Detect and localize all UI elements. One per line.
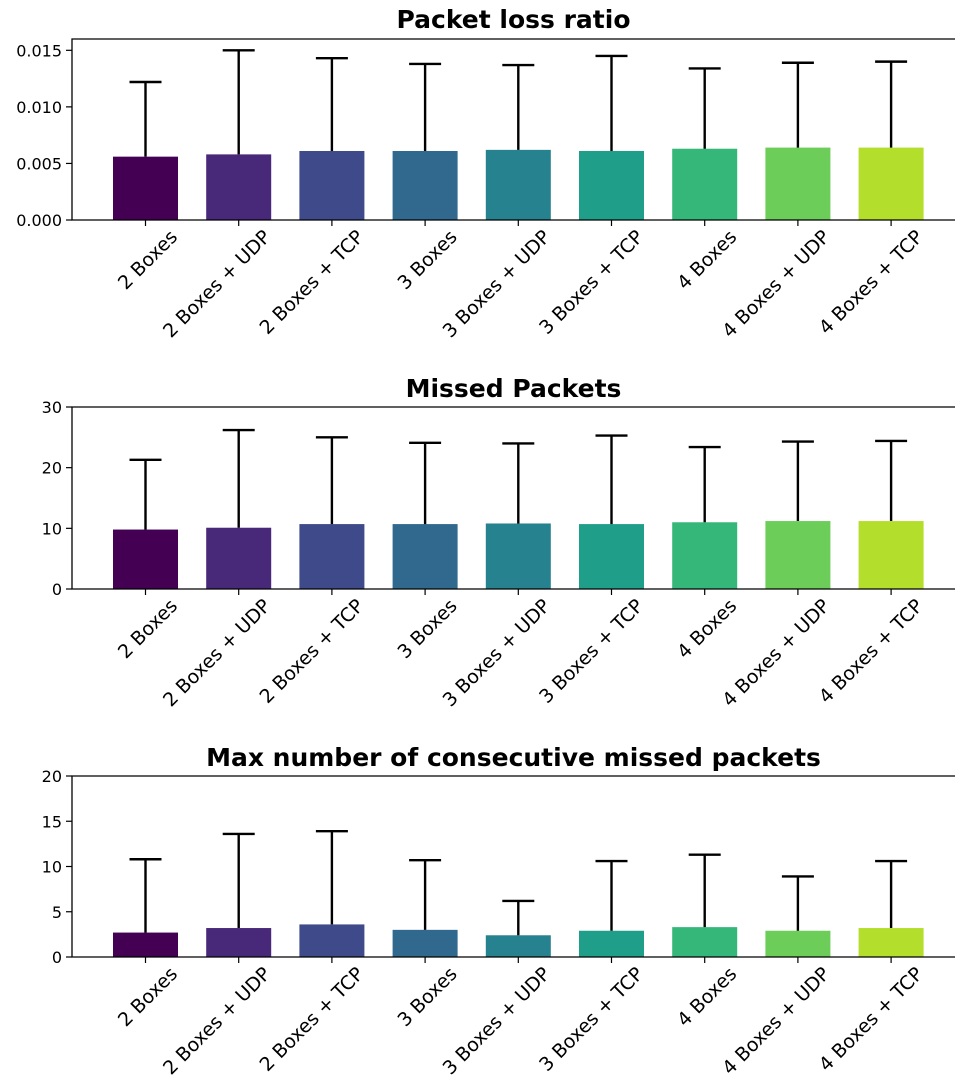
y-tick-label: 0 — [52, 580, 62, 599]
axes-frame — [71, 38, 955, 221]
y-tick-label: 20 — [42, 459, 62, 478]
bar — [299, 924, 365, 957]
bar — [485, 149, 551, 220]
bar — [672, 927, 738, 957]
y-tick-label: 10 — [42, 519, 62, 538]
bar — [113, 156, 178, 220]
bar — [765, 521, 831, 589]
bar — [206, 154, 272, 220]
x-tick-label: 2 Boxes — [114, 963, 182, 1031]
axes-frame — [71, 406, 955, 590]
bar — [485, 935, 551, 957]
y-tick-label: 5 — [52, 903, 62, 922]
chart-title: Missed Packets — [406, 374, 622, 403]
bar — [765, 147, 831, 220]
bar — [858, 147, 924, 220]
bar — [113, 932, 178, 957]
bar — [765, 930, 831, 957]
x-tick-label: 2 Boxes — [114, 226, 182, 294]
bar — [672, 148, 738, 220]
y-tick-label: 30 — [42, 398, 62, 417]
bar — [392, 150, 458, 220]
y-tick-label: 15 — [42, 812, 62, 831]
bar — [206, 928, 272, 957]
x-tick-label: 2 Boxes — [114, 595, 182, 663]
x-tick-label: 3 Boxes — [393, 963, 461, 1031]
bar — [206, 527, 272, 589]
bar — [579, 524, 644, 589]
chart-panel-1: Packet loss ratio 0.000 0.005 0.010 0.015 2 B… — [16, 5, 955, 342]
bar — [485, 523, 551, 589]
bar — [858, 521, 924, 589]
chart-title: Max number of consecutive missed packets — [206, 743, 821, 772]
y-tick-label: 0.010 — [16, 98, 62, 117]
y-tick-label: 0.015 — [16, 41, 62, 60]
y-tick-label: 0.005 — [16, 154, 62, 173]
bar — [579, 930, 644, 957]
x-tick-label: 4 Boxes — [673, 595, 741, 663]
bar — [858, 928, 924, 957]
bar — [392, 524, 458, 589]
x-tick-label: 3 Boxes — [393, 595, 461, 663]
x-tick-label: 4 Boxes — [673, 963, 741, 1031]
x-tick-label: 4 Boxes — [673, 226, 741, 294]
y-tick-label: 10 — [42, 858, 62, 877]
axes-frame — [71, 775, 955, 958]
chart-panel-3: Max number of consecutive missed packets… — [42, 743, 955, 1079]
y-tick-label: 0 — [52, 948, 62, 967]
chart-title: Packet loss ratio — [396, 5, 630, 34]
bar — [672, 522, 738, 589]
x-tick-label: 3 Boxes — [393, 226, 461, 294]
y-tick-label: 20 — [42, 767, 62, 786]
bar — [579, 150, 644, 220]
y-tick-label: 0.000 — [16, 211, 62, 230]
bar — [392, 929, 458, 957]
bar — [299, 524, 365, 589]
bar — [299, 150, 365, 220]
bar — [113, 529, 178, 589]
